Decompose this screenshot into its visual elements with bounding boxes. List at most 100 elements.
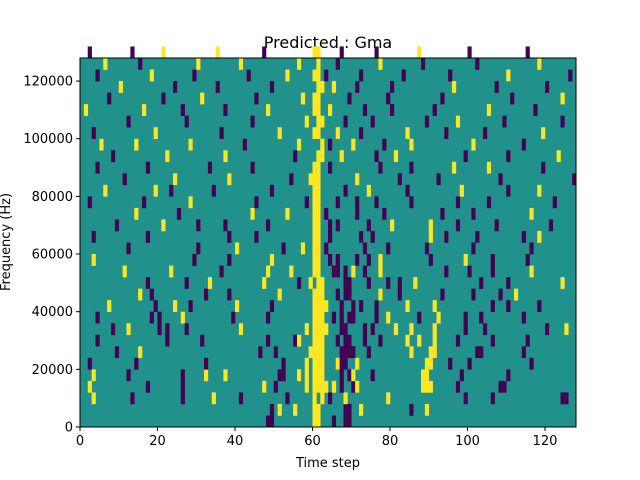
heatmap-cell xyxy=(343,288,348,301)
heatmap-cell xyxy=(374,311,379,324)
heatmap-cell xyxy=(114,219,120,232)
heatmap-cell xyxy=(304,369,309,382)
heatmap-cell xyxy=(312,311,317,324)
heatmap-cell xyxy=(204,369,209,382)
heatmap-cell xyxy=(289,173,294,186)
heatmap-cell xyxy=(316,380,321,393)
heatmap-cell xyxy=(444,127,449,140)
heatmap-cell xyxy=(328,219,333,232)
heatmap-cell xyxy=(347,288,352,301)
y-tick-label: 80000 xyxy=(32,190,73,205)
heatmap-cell xyxy=(362,265,368,278)
heatmap-cell xyxy=(134,138,139,151)
heatmap-cell xyxy=(355,380,360,393)
heatmap-cell xyxy=(440,207,445,220)
heatmap-cell xyxy=(351,138,356,151)
heatmap-cell xyxy=(227,173,232,186)
heatmap-cell xyxy=(293,334,298,347)
heatmap-cell xyxy=(498,288,503,301)
heatmap-cell xyxy=(362,104,368,116)
heatmap-cell xyxy=(347,334,352,347)
heatmap-cell xyxy=(316,265,321,278)
heatmap-cell xyxy=(378,334,383,347)
heatmap-cell xyxy=(483,323,488,336)
heatmap-cell xyxy=(506,277,511,289)
heatmap-cell xyxy=(343,184,348,197)
heatmap-cell xyxy=(409,138,414,151)
heatmap-cell xyxy=(312,207,317,220)
heatmap-cell xyxy=(328,138,333,151)
heatmap-cell xyxy=(316,288,321,301)
heatmap-cell xyxy=(273,380,278,393)
heatmap-cell xyxy=(401,69,406,82)
y-tick-label: 40000 xyxy=(32,305,73,320)
heatmap-cell xyxy=(289,265,294,278)
heatmap-cell xyxy=(95,334,100,347)
heatmap-cell xyxy=(312,357,317,370)
heatmap-cell xyxy=(432,346,437,359)
heatmap-cell xyxy=(262,380,267,393)
heatmap-cell xyxy=(467,357,472,370)
heatmap-cell xyxy=(196,219,201,232)
heatmap-cell xyxy=(254,230,259,243)
heatmap-cell xyxy=(107,92,112,105)
heatmap-cell xyxy=(180,392,185,405)
heatmap-cell xyxy=(510,92,515,105)
heatmap-cell xyxy=(196,242,201,255)
heatmap-cell xyxy=(560,92,565,105)
heatmap-cell xyxy=(122,173,127,186)
heatmap-cell xyxy=(312,184,317,197)
heatmap-cell xyxy=(316,254,321,266)
heatmap-cell xyxy=(293,403,298,416)
heatmap-cell xyxy=(343,115,348,128)
heatmap-cell xyxy=(463,392,468,405)
heatmap-cell xyxy=(320,334,325,347)
heatmap-cell xyxy=(285,69,290,82)
heatmap-cell xyxy=(475,230,480,243)
heatmap-cell xyxy=(231,311,236,324)
heatmap-cell xyxy=(339,346,344,359)
heatmap-cell xyxy=(343,415,348,428)
heatmap-cell xyxy=(324,323,329,336)
heatmap-cell xyxy=(266,219,271,232)
heatmap-cell xyxy=(297,369,302,382)
heatmap-cell xyxy=(269,415,275,428)
heatmap-cell xyxy=(405,334,410,347)
heatmap-cell xyxy=(331,380,337,393)
heatmap-cell xyxy=(525,254,530,266)
heatmap-cell xyxy=(149,288,154,301)
heatmap-cell xyxy=(269,184,275,197)
heatmap-cell xyxy=(173,81,178,93)
heatmap-cell xyxy=(320,369,325,382)
heatmap-cell xyxy=(471,138,476,151)
heatmap-cell xyxy=(219,127,224,140)
heatmap-cell xyxy=(409,403,414,416)
heatmap-cell xyxy=(548,219,554,232)
heatmap-cell xyxy=(479,346,484,359)
heatmap-cell xyxy=(277,127,282,140)
heatmap-cell xyxy=(145,380,151,393)
heatmap-cell xyxy=(281,242,286,255)
heatmap-cell xyxy=(328,161,333,174)
heatmap-cell xyxy=(312,380,317,393)
heatmap-cell xyxy=(428,254,433,266)
heatmap-cell xyxy=(316,173,321,186)
heatmap-cell xyxy=(269,300,275,312)
heatmap-cell xyxy=(339,46,344,59)
heatmap-cell xyxy=(525,46,530,59)
heatmap-cell xyxy=(355,207,360,220)
heatmap-cell xyxy=(355,196,360,209)
heatmap-cell xyxy=(463,311,468,324)
heatmap-cell xyxy=(347,92,352,105)
heatmap-cell xyxy=(223,369,228,382)
heatmap-cell xyxy=(424,115,430,128)
heatmap-cell xyxy=(308,277,313,289)
heatmap-cell xyxy=(95,69,100,82)
heatmap-cell xyxy=(320,392,325,405)
heatmap-cell xyxy=(417,311,422,324)
heatmap-cell xyxy=(238,323,244,336)
heatmap-cell xyxy=(316,196,321,209)
heatmap-cell xyxy=(95,161,100,174)
heatmap-cell xyxy=(444,265,449,278)
heatmap-cell xyxy=(91,230,96,243)
